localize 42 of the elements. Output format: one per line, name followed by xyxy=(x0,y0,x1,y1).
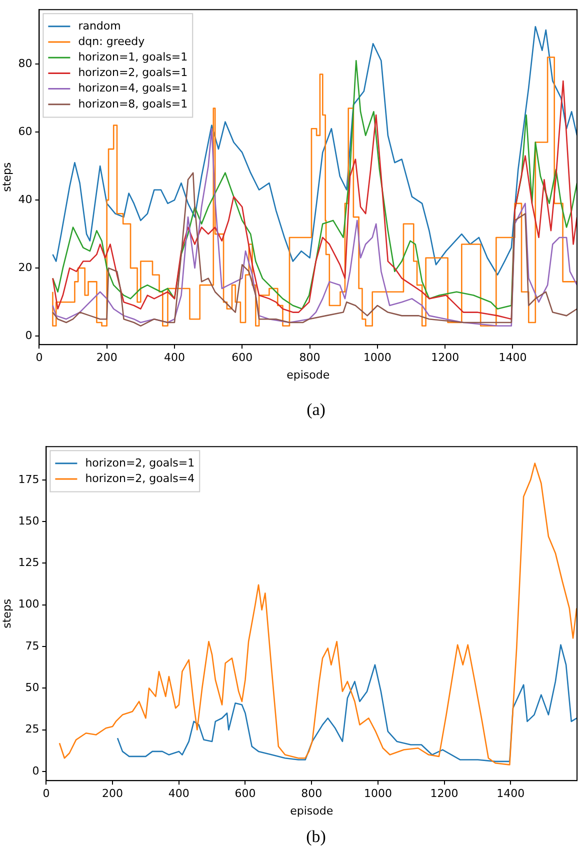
y-tick-label: 0 xyxy=(25,328,32,342)
y-tick-label: 50 xyxy=(25,681,40,694)
text: (a) xyxy=(306,400,326,420)
y-tick-label: 150 xyxy=(18,514,40,528)
text: (b) xyxy=(306,826,326,846)
x-tick-label: 600 xyxy=(234,787,256,800)
legend-label: horizon=2, goals=4 xyxy=(85,472,195,485)
legend-label: horizon=1, goals=1 xyxy=(78,50,188,64)
legend-label: horizon=8, goals=1 xyxy=(78,97,188,110)
y-tick-label: 80 xyxy=(18,56,32,70)
x-tick-label: 200 xyxy=(102,787,124,800)
x-tick-label: 800 xyxy=(299,351,320,364)
y-tick-label: 60 xyxy=(18,124,32,138)
legend-label: horizon=2, goals=1 xyxy=(78,66,188,80)
y-tick-label: 75 xyxy=(25,639,40,652)
x-tick-label: 400 xyxy=(168,787,190,800)
y-tick-label: 25 xyxy=(25,722,40,736)
y-tick-label: 20 xyxy=(18,260,32,274)
x-axis-title: episode xyxy=(286,368,330,382)
legend-label: random xyxy=(78,19,121,32)
y-tick-label: 100 xyxy=(18,598,40,611)
x-tick-label: 1400 xyxy=(498,351,527,364)
x-tick-label: 1200 xyxy=(431,351,460,364)
x-tick-label: 1000 xyxy=(363,351,392,364)
x-tick-label: 0 xyxy=(42,787,50,800)
y-tick-label: 175 xyxy=(18,472,40,486)
x-tick-label: 1200 xyxy=(430,787,458,800)
legend-label: horizon=4, goals=1 xyxy=(78,82,188,95)
x-tick-label: 1400 xyxy=(496,787,525,800)
x-axis-title: episode xyxy=(290,804,334,818)
x-tick-label: 600 xyxy=(232,351,253,364)
y-axis-title: steps xyxy=(0,598,14,628)
y-tick-label: 125 xyxy=(18,556,40,570)
legend-label: dqn: greedy xyxy=(78,34,146,48)
x-tick-label: 200 xyxy=(96,351,118,364)
legend-label: horizon=2, goals=1 xyxy=(85,456,195,470)
y-tick-label: 0 xyxy=(32,764,40,778)
x-tick-label: 400 xyxy=(164,351,185,364)
x-tick-label: 800 xyxy=(301,787,322,800)
y-tick-label: 40 xyxy=(18,192,32,206)
y-axis-title: steps xyxy=(0,162,14,192)
x-tick-label: 1000 xyxy=(364,787,392,800)
